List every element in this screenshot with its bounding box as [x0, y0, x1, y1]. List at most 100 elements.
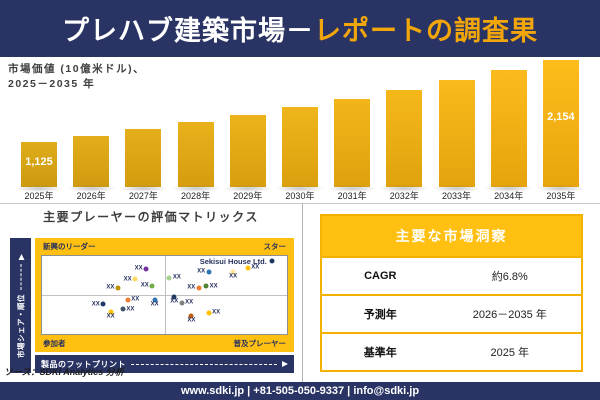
player-dot-icon [206, 310, 212, 316]
bottom-section: 主要プレーヤーの評価マトリックス 市場シェア・順位 新興のリーダー スター [0, 203, 600, 382]
x-axis-arrow-icon [282, 361, 288, 367]
row-label-cagr: CAGR [364, 270, 397, 282]
year-tick-label: 2031年 [337, 191, 367, 201]
bar [66, 135, 116, 193]
year-tick-label: 2025年 [24, 191, 54, 201]
player-dot-icon [269, 258, 275, 264]
bar [484, 69, 534, 193]
quadrant-divider-horizontal [42, 295, 287, 296]
bar [118, 129, 168, 192]
chart-subtitle-line2: 2025－2035 年 [8, 77, 96, 90]
matrix-point: XX [135, 266, 149, 272]
footer-contact: www.sdki.jp | +81-505-050-9337 | info@sd… [180, 385, 420, 397]
report-header: プレハブ建築市場－レポートの調査果 [0, 0, 600, 57]
bar [327, 98, 377, 193]
player-label: XX [170, 298, 179, 305]
player-label: XX [251, 264, 260, 271]
matrix-point: XX [187, 313, 195, 324]
row-label-forecast-years: 予測年 [363, 309, 397, 321]
player-dot-icon [120, 306, 126, 312]
matrix-y-axis-band: 市場シェア・順位 [10, 238, 31, 373]
quadrant-label-star: スター [263, 242, 287, 251]
player-label: XX [91, 301, 100, 308]
bar [432, 80, 481, 192]
insights-table: 主要な市場洞察 CAGR 約6.8% 予測年 2026－2035 年 基準年 2… [320, 214, 583, 372]
y-axis-dashed-line [20, 263, 21, 290]
player-label: XX [187, 317, 196, 324]
year-tick-label: 2032年 [389, 191, 419, 201]
matrix-bottom-band: 参加者 普及プレーヤー [41, 335, 288, 352]
bar-chart: 1,125 2,154 [0, 59, 600, 193]
table-row-cagr: CAGR 約6.8% [322, 256, 581, 294]
year-tick-label: 2027年 [128, 191, 158, 201]
bar-column: 2,154 [536, 60, 586, 192]
footer-bar: www.sdki.jp | +81-505-050-9337 | info@sd… [0, 382, 600, 400]
matrix-title: 主要プレーヤーの評価マトリックス [43, 210, 259, 224]
player-label: XX [140, 282, 149, 289]
bar: 2,154 [536, 60, 586, 192]
matrix-quadrant-box: 新興のリーダー スター XX XX XX XX Sekisui House Ltd. XX… [35, 238, 294, 352]
quadrant-label-pervasive-players: 普及プレーヤー [233, 339, 287, 348]
bar-value-label: 2,154 [547, 111, 575, 124]
matrix-point: XX [203, 283, 218, 289]
player-dot-icon [245, 265, 251, 271]
player-label: XX [126, 306, 135, 313]
matrix-figure: 市場シェア・順位 新興のリーダー スター XX XX XX XX Sekisui Hou… [10, 238, 294, 373]
player-dot-icon [149, 283, 155, 289]
player-label: XX [123, 276, 132, 283]
player-dot-icon [230, 269, 236, 275]
player-label: XX [106, 313, 115, 320]
year-tick-label: 2034年 [494, 191, 524, 201]
matrix-point: Sekisui House Ltd. [200, 257, 275, 266]
player-label: XX [131, 296, 140, 303]
row-value-base-year: 2025 年 [490, 347, 530, 359]
x-axis-dashed-line [131, 363, 277, 365]
bar-column [432, 80, 481, 192]
bar [379, 89, 429, 193]
matrix-y-axis: 市場シェア・順位 [15, 253, 26, 358]
bar-column [171, 122, 221, 192]
bar-column [66, 135, 116, 193]
table-row-forecast-years: 予測年 2026－2035 年 [322, 294, 581, 332]
y-axis-arrow-icon [17, 253, 24, 260]
year-tick-label: 2029年 [233, 191, 263, 201]
matrix-plot: XX XX XX XX Sekisui House Ltd. XX XX XX XX XX XX XX… [41, 255, 288, 335]
matrix-y-axis-label: 市場シェア・順位 [16, 293, 25, 358]
bar-column [223, 115, 273, 192]
matrix-x-axis-label: 製品のフットプリント [41, 359, 126, 369]
bar-column [275, 107, 325, 192]
player-label: XX [197, 268, 206, 275]
bar-column [327, 98, 377, 193]
year-tick-label: 2026年 [76, 191, 106, 201]
bar-column [484, 69, 534, 193]
matrix-point: XX [92, 301, 106, 307]
player-label: XX [185, 299, 194, 306]
matrix-point: XX [206, 310, 220, 316]
player-dot-icon [203, 283, 209, 289]
quadrant-label-emerging-leaders: 新興のリーダー [43, 242, 96, 251]
player-dot-icon [196, 285, 202, 291]
player-dot-icon [132, 276, 138, 282]
matrix-point: XX [120, 306, 134, 312]
chart-subtitle-line1: 市場価値 (10億米ドル)、 [8, 63, 146, 75]
matrix-point: XX [197, 269, 212, 275]
matrix-body: 新興のリーダー スター XX XX XX XX Sekisui House Ltd. XX… [35, 238, 294, 373]
player-label: XX [106, 284, 115, 291]
player-label: XX [212, 309, 221, 316]
matrix-point: XX [124, 276, 138, 282]
matrix-x-axis-band: 製品のフットプリント [35, 355, 294, 373]
row-label-base-year: 基準年 [363, 347, 397, 359]
matrix-point: XX [179, 300, 193, 306]
year-tick-label: 2028年 [181, 191, 211, 201]
matrix-point: XX [151, 297, 159, 307]
source-note: ソース：SDKI Analytics 分析 [4, 367, 124, 377]
player-dot-icon [100, 301, 106, 307]
insights-table-title: 主要な市場洞察 [322, 216, 581, 256]
matrix-point: XX [107, 309, 115, 320]
bar-value-label: 1,125 [25, 156, 53, 169]
matrix-point: XX [166, 275, 181, 281]
quadrant-label-participants: 参加者 [43, 339, 66, 348]
matrix-point: XX [245, 265, 259, 271]
year-tick-label: 2030年 [285, 191, 315, 201]
page-title-main: プレハブ建築市場－ [62, 16, 314, 46]
